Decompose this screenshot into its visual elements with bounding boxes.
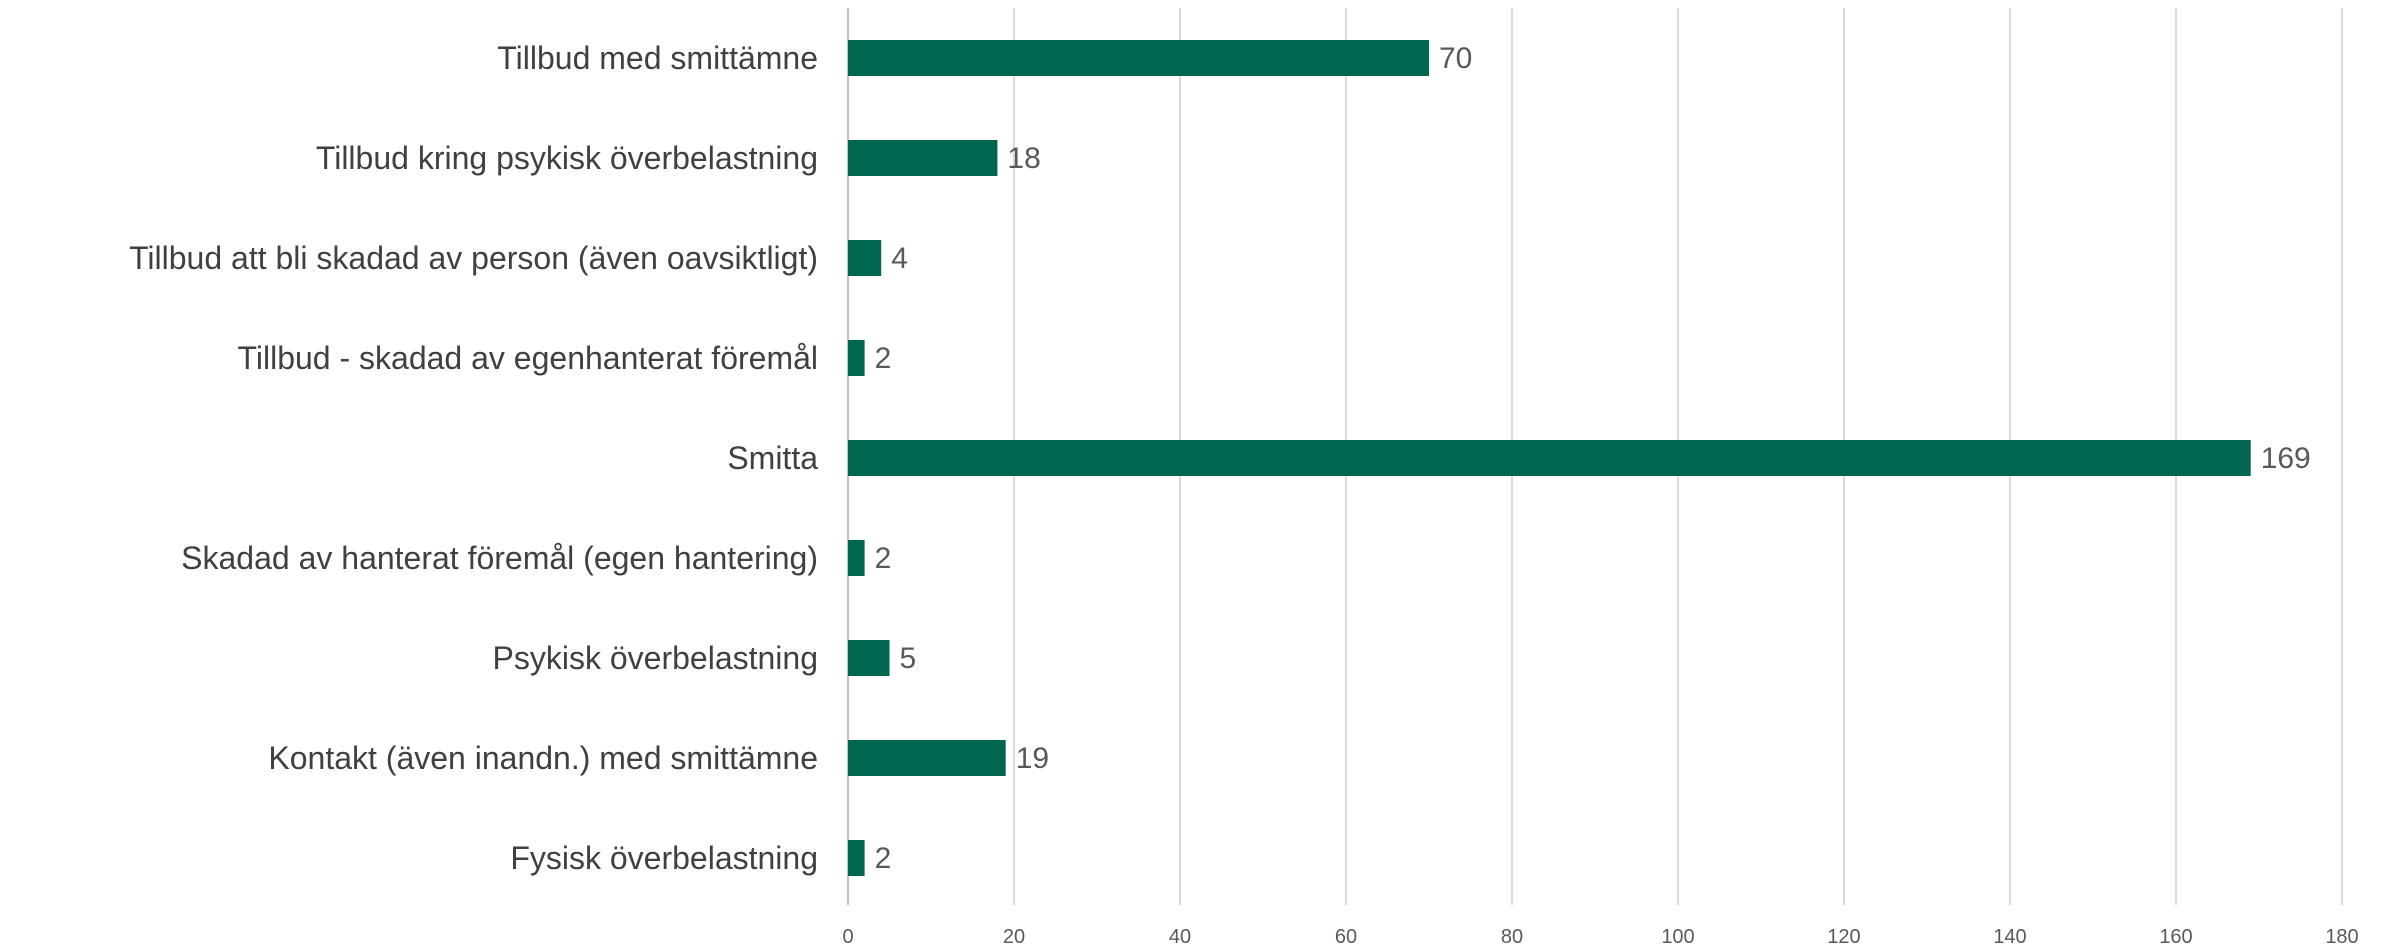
- bar: [848, 140, 998, 176]
- category-label: Tillbud - skadad av egenhanterat föremål: [238, 340, 818, 376]
- data-label: 70: [1439, 42, 1472, 75]
- data-label: 169: [2261, 442, 2311, 475]
- bar: [848, 40, 1429, 76]
- data-label: 2: [875, 542, 892, 575]
- x-tick-label: 180: [2325, 926, 2358, 947]
- category-label: Tillbud med smittämne: [497, 40, 818, 76]
- bar: [848, 340, 865, 376]
- x-tick-label: 100: [1661, 926, 1694, 947]
- category-label: Skadad av hanterat föremål (egen hanteri…: [181, 540, 818, 576]
- x-tick-label: 20: [1003, 926, 1025, 947]
- bar: [848, 640, 890, 676]
- data-label: 18: [1007, 142, 1040, 175]
- x-tick-label: 140: [1993, 926, 2026, 947]
- bars: [848, 40, 2251, 876]
- bar: [848, 840, 865, 876]
- x-tick-label: 80: [1501, 926, 1523, 947]
- bar: [848, 740, 1006, 776]
- x-tick-label: 120: [1827, 926, 1860, 947]
- x-tick-label: 0: [842, 926, 853, 947]
- data-label: 4: [891, 242, 908, 275]
- category-label: Psykisk överbelastning: [493, 640, 818, 676]
- bar: [848, 240, 882, 276]
- x-tick-label: 40: [1169, 926, 1191, 947]
- x-tick-label: 60: [1335, 926, 1357, 947]
- data-label: 5: [900, 642, 917, 675]
- data-label: 19: [1016, 742, 1049, 775]
- bar: [848, 540, 865, 576]
- x-tick-label: 160: [2159, 926, 2192, 947]
- category-label: Tillbud att bli skadad av person (även o…: [129, 240, 818, 276]
- category-label: Tillbud kring psykisk överbelastning: [316, 140, 818, 176]
- data-label: 2: [875, 842, 892, 875]
- category-label: Smitta: [727, 440, 818, 476]
- category-label: Kontakt (även inandn.) med smittämne: [268, 740, 818, 776]
- category-label: Fysisk överbelastning: [510, 840, 818, 876]
- labels: 0 20 40 60 80 100 120 140 160 180 Tillbud med smit…: [129, 40, 2359, 947]
- data-label: 2: [875, 342, 892, 375]
- bar: [848, 440, 2251, 476]
